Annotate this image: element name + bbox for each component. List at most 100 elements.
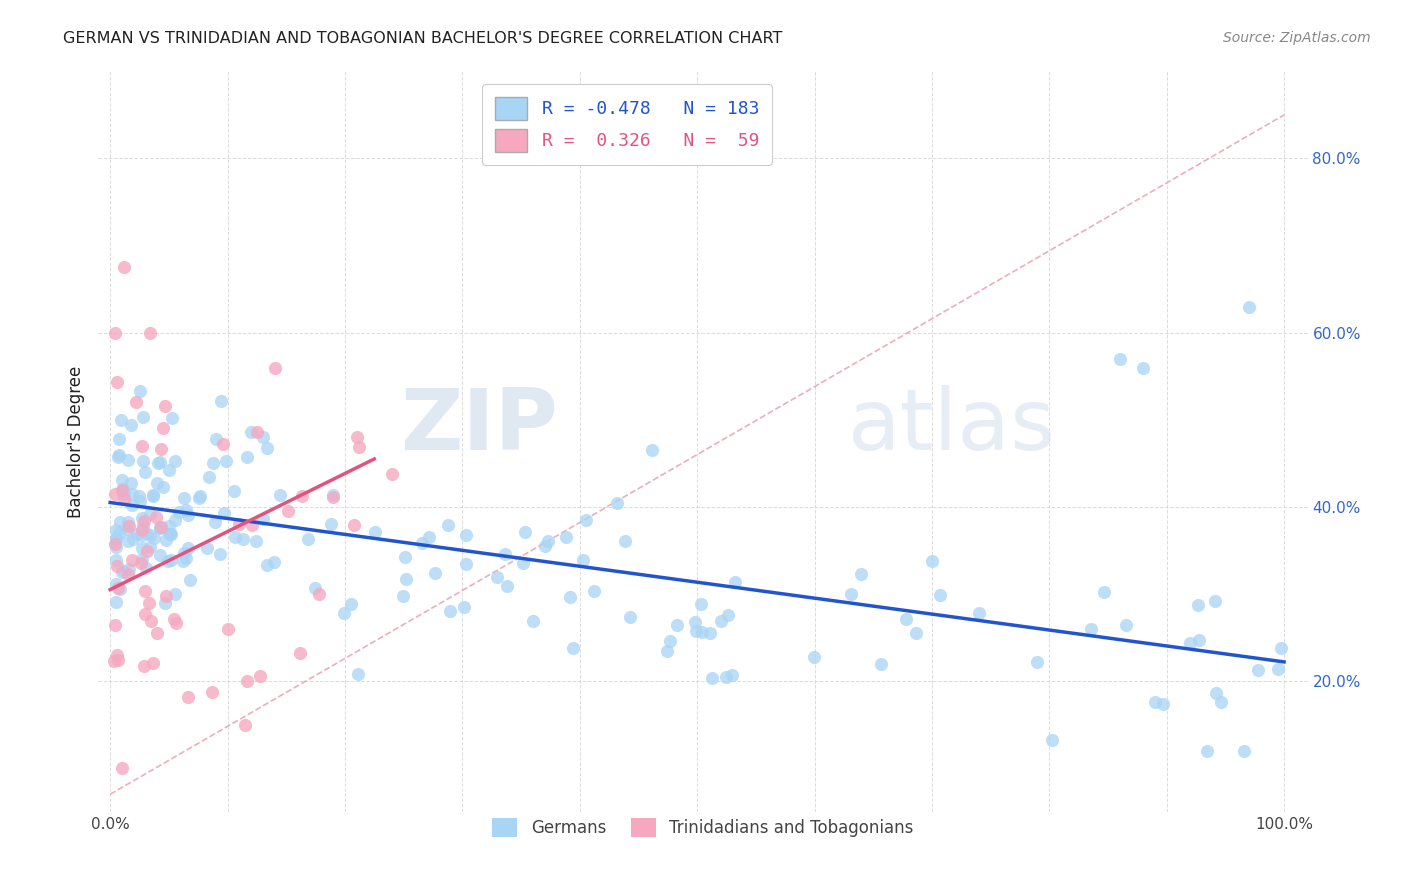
Point [333, 607, 356, 621]
Point [127, 527, 149, 541]
Point [160, 552, 183, 566]
Point [134, 607, 156, 621]
Point [153, 399, 176, 413]
Point [1132, 360, 1154, 375]
Point [105, 558, 128, 573]
Point [163, 454, 186, 468]
Point [346, 430, 368, 444]
Point [233, 717, 256, 731]
Point [692, 624, 714, 639]
Point [641, 442, 664, 457]
Point [143, 531, 166, 545]
Legend: Germans, Trinidadians and Tobagonians: Germans, Trinidadians and Tobagonians [485, 812, 921, 844]
Point [425, 566, 447, 580]
Point [160, 411, 183, 425]
Point [187, 491, 209, 505]
Point [111, 483, 134, 497]
Point [107, 581, 129, 595]
Point [107, 653, 129, 667]
Point [870, 657, 893, 671]
Point [803, 650, 825, 665]
Point [131, 511, 153, 525]
Point [659, 633, 682, 648]
Point [131, 541, 153, 555]
Point [710, 614, 733, 628]
Point [496, 579, 519, 593]
Point [1205, 686, 1227, 700]
Point [104, 537, 127, 551]
Point [131, 528, 153, 542]
Point [494, 548, 516, 562]
Point [157, 554, 180, 568]
Point [319, 516, 342, 531]
Text: Source: ZipAtlas.com: Source: ZipAtlas.com [1223, 31, 1371, 45]
Point [347, 440, 370, 454]
Point [195, 541, 218, 555]
Point [149, 521, 172, 535]
Point [204, 515, 226, 529]
Point [105, 376, 128, 390]
Point [135, 526, 157, 541]
Point [717, 607, 740, 622]
Point [536, 534, 558, 549]
Point [212, 506, 235, 520]
Point [142, 657, 165, 671]
Point [342, 518, 364, 533]
Point [1188, 632, 1211, 647]
Point [905, 625, 928, 640]
Point [657, 643, 679, 657]
Point [1187, 599, 1209, 613]
Point [131, 523, 153, 537]
Point [921, 554, 943, 568]
Point [104, 617, 127, 632]
Point [439, 604, 461, 618]
Text: ZIP: ZIP [401, 385, 558, 468]
Point [120, 476, 142, 491]
Point [929, 588, 952, 602]
Point [246, 425, 269, 439]
Point [1153, 697, 1175, 711]
Point [277, 504, 299, 518]
Point [125, 395, 148, 409]
Point [485, 570, 508, 584]
Point [145, 510, 167, 524]
Point [249, 669, 271, 683]
Point [108, 448, 131, 462]
Point [108, 433, 131, 447]
Point [240, 517, 263, 532]
Point [222, 484, 245, 499]
Point [212, 437, 235, 451]
Point [111, 473, 134, 487]
Point [177, 690, 200, 704]
Point [148, 520, 170, 534]
Point [558, 590, 581, 604]
Point [110, 412, 132, 426]
Point [173, 546, 195, 560]
Point [152, 421, 174, 435]
Point [235, 450, 257, 465]
Point [437, 517, 460, 532]
Point [132, 518, 155, 533]
Point [849, 567, 872, 582]
Point [105, 553, 128, 567]
Point [205, 432, 228, 446]
Point [720, 667, 742, 681]
Y-axis label: Bachelor's Degree: Bachelor's Degree [66, 366, 84, 517]
Point [224, 530, 246, 544]
Point [134, 465, 156, 479]
Point [131, 410, 153, 425]
Point [1246, 663, 1268, 677]
Point [165, 587, 187, 601]
Point [256, 441, 278, 455]
Point [381, 467, 404, 482]
Point [155, 533, 177, 547]
Point [554, 530, 576, 544]
Point [364, 525, 387, 540]
Point [1233, 744, 1256, 758]
Point [418, 530, 440, 544]
Point [1267, 662, 1289, 676]
Point [149, 455, 172, 469]
Point [157, 463, 180, 477]
Point [153, 596, 176, 610]
Point [1178, 636, 1201, 650]
